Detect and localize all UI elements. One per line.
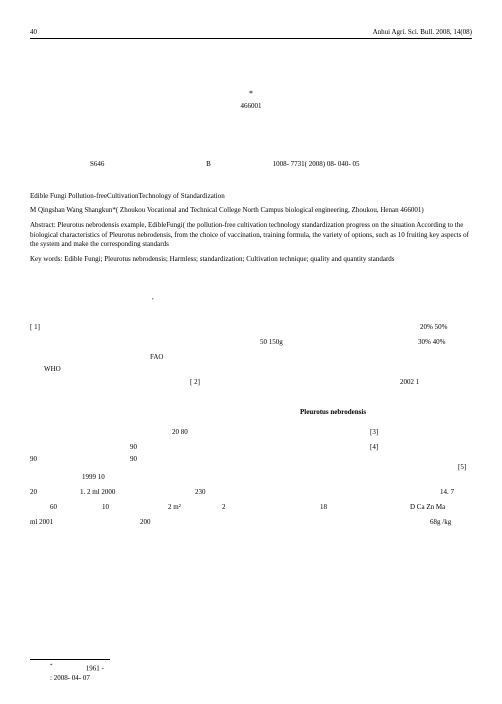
class-code-right: 1008- 7731( 2008) 08- 040- 05 [273,160,360,168]
year-2002-1: 2002 1 [400,378,419,386]
postal-code: 466001 [30,102,472,110]
ref-1: [ 1] [30,323,40,331]
ref-4: [4] [370,443,378,451]
footnote-rule [30,659,110,660]
classification-row: S646 B 1008- 7731( 2008) 08- 040- 05 [30,160,472,168]
footnote-date: : 2008- 04- 07 [50,674,104,684]
title-asterisk: * [30,89,472,98]
page-number: 40 [30,28,37,36]
ref-3: [3] [370,428,378,436]
fao-label: FAO [150,353,163,361]
year-1999-10: 1999 10 [82,473,105,481]
journal-citation: Anhui Agri. Sci. Bull. 2008, 14(08) [373,28,472,36]
vitamin-minerals: D Ca Zn Ma [410,503,445,511]
class-code-left: S646 [90,160,104,168]
num-60: 60 [50,503,57,511]
num-90-c: 90 [130,455,137,463]
footnote-year: 1961 - [86,664,104,672]
percent-2: 30% 40% [418,338,445,346]
keywords-block: Key words: Edible Fungi; Pleurotus nebro… [30,255,472,264]
ref-5: [5] [458,463,466,471]
species-name: Pleurotus nebrodensis [300,408,366,416]
who-label: WHO [44,365,61,373]
num-200: 200 [140,518,151,526]
ref-2: [ 2] [190,378,200,386]
class-code-middle: B [206,160,211,168]
num-18: 18 [320,503,327,511]
num-14-7: 14. 7 [440,488,454,496]
page: 40 Anhui Agri. Sci. Bull. 2008, 14(08) *… [0,0,502,704]
percent-1: 20% 50% [420,323,447,331]
vol-2000: 1. 2 ml 2000 [80,488,115,496]
abstract-block: Abstract: Pleurotus nebrodensis example,… [30,221,472,249]
body-area: , [ 1] 20% 50% 50 150g 30% 40% FAO WHO [… [30,293,472,593]
abstract-text: Pleurotus nebrodensis example, EdibleFun… [30,221,469,248]
keywords-text: Edible Fungi; Pleurotus nebrodensis; Har… [64,255,394,263]
footnote-block: * 1961 - : 2008- 04- 07 [50,663,104,684]
mass-range: 50 150g [260,338,283,346]
english-title: Edible Fungi Pollution-freeCultivationTe… [30,192,472,200]
keywords-label: Key words: [30,255,62,263]
num-2m2: 2 m² [168,503,181,511]
running-header: 40 Anhui Agri. Sci. Bull. 2008, 14(08) [30,28,472,39]
footnote-marker: * [50,664,53,669]
num-90-b: 90 [30,455,37,463]
num-2: 2 [222,503,226,511]
comma-mark: , [152,293,154,301]
concentration: 68g /kg [430,518,451,526]
english-authors: M Qingshan Wang Shangkun*( Zhoukou Vocat… [30,206,472,215]
abstract-label: Abstract: [30,221,56,229]
nums-20-80: 20 80 [172,428,188,436]
ml-2001: ml 2001 [30,518,53,526]
num-20: 20 [30,488,37,496]
num-230: 230 [195,488,206,496]
num-10: 10 [102,503,109,511]
num-90-a: 90 [130,443,137,451]
